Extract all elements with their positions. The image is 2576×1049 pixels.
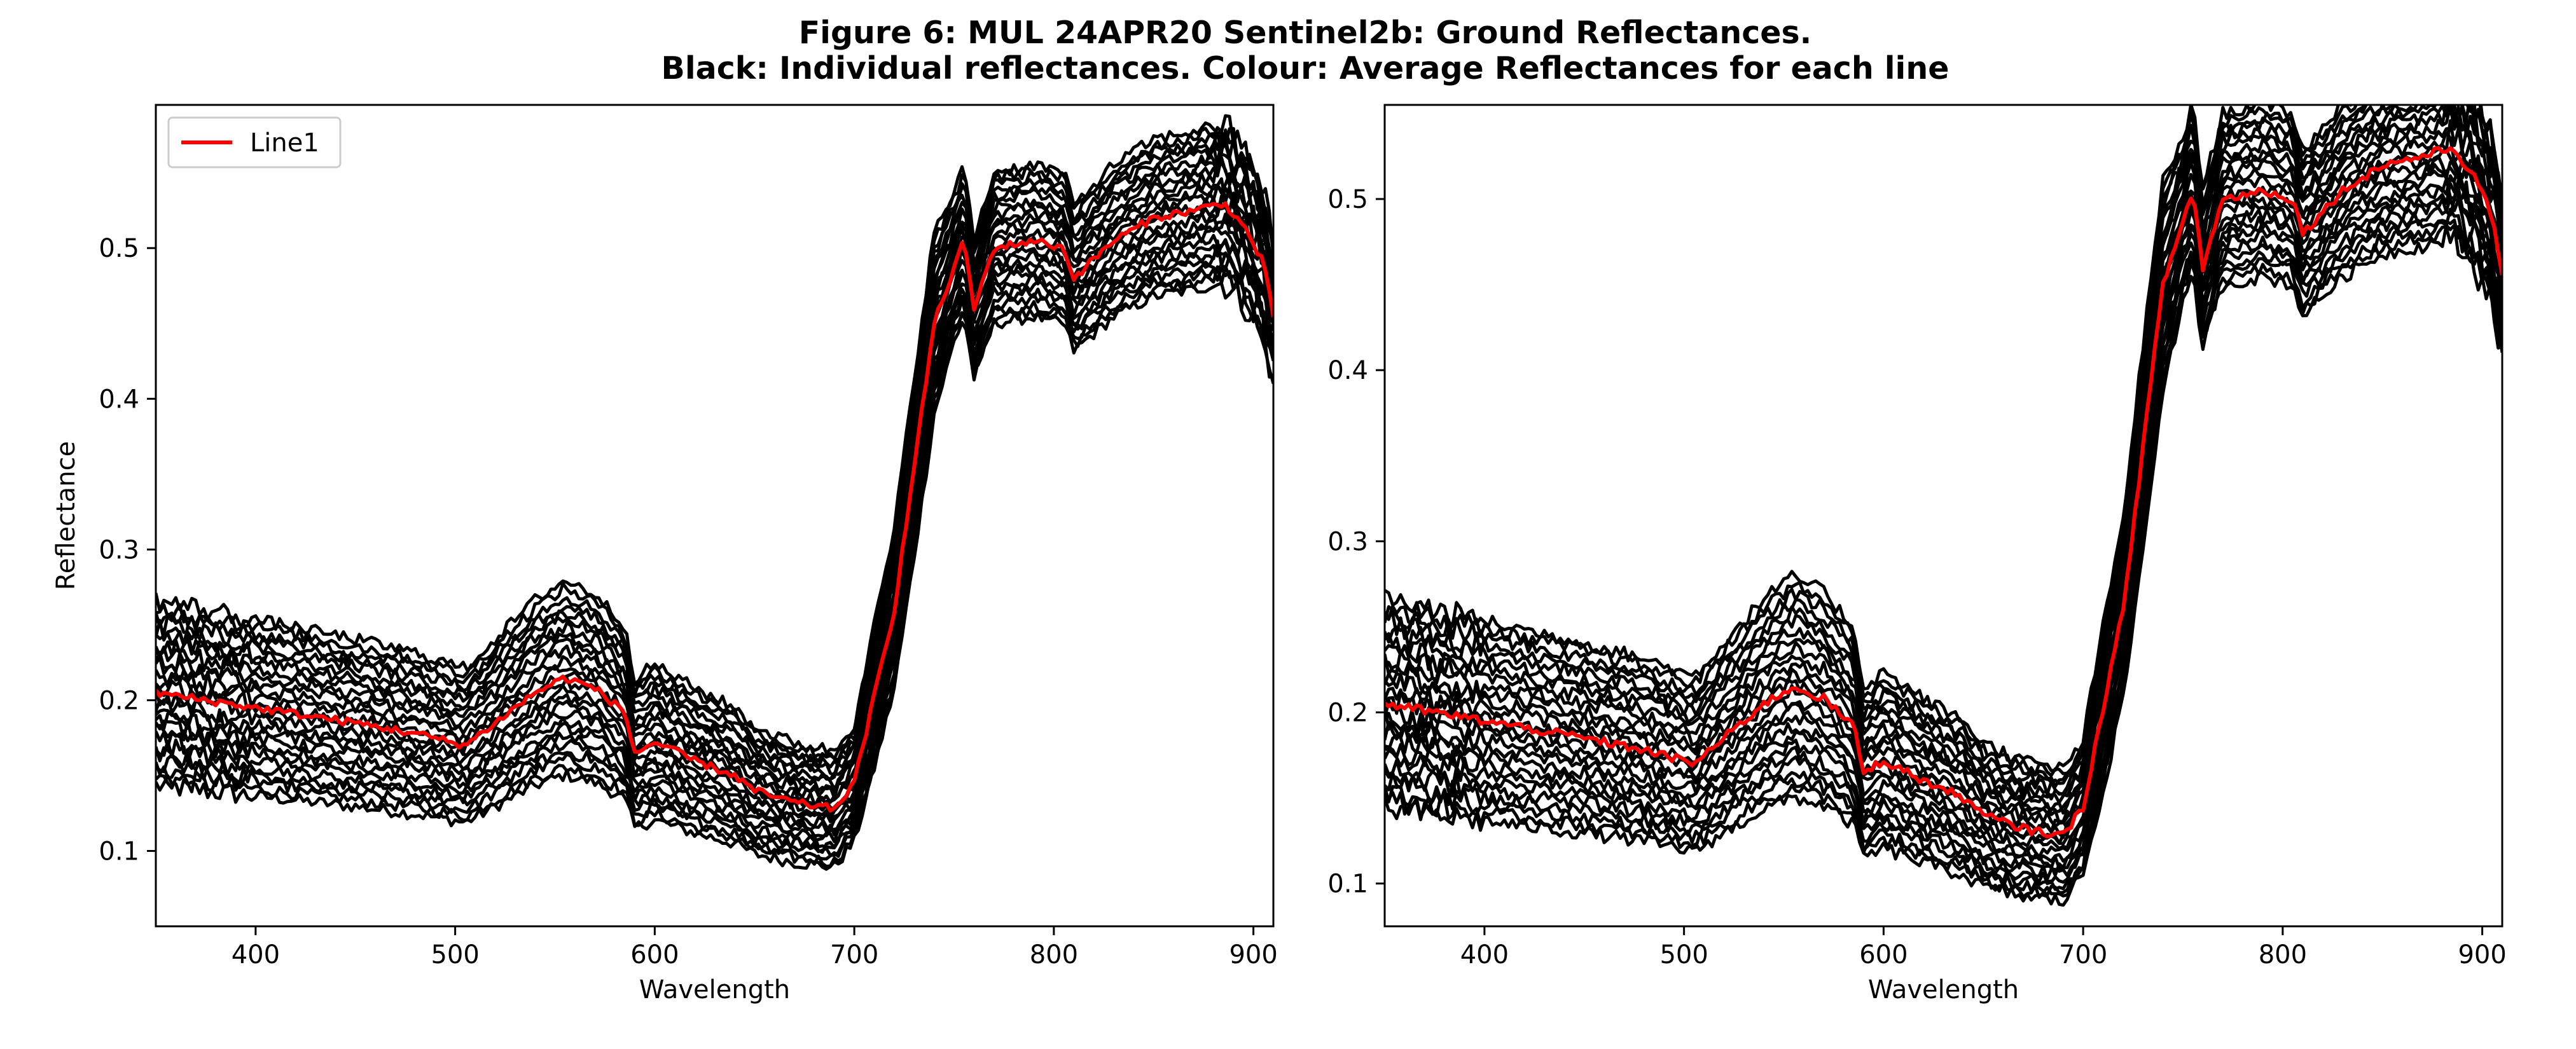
individual-reflectance-line [1385, 218, 2502, 891]
y-tick-label: 0.4 [99, 385, 139, 414]
axes-frame [1383, 104, 2503, 928]
x-tick-label: 400 [1460, 940, 1509, 970]
y-tick-label: 0.5 [99, 234, 139, 263]
individual-reflectance-line [1385, 177, 2502, 870]
individual-reflectance-line [1385, 105, 2502, 772]
individual-reflectance-line [156, 239, 1273, 849]
individual-reflectance-line [1385, 154, 2502, 846]
individual-reflectance-line [156, 282, 1273, 871]
x-tick-label: 600 [1859, 940, 1908, 970]
individual-reflectance-line [156, 114, 1273, 755]
individual-reflectance-line [1385, 182, 2502, 877]
individual-lines [1385, 105, 2502, 907]
legend: Line1 [167, 116, 342, 168]
individual-lines [156, 114, 1273, 871]
y-axis-label: Reflectance [52, 441, 81, 591]
individual-reflectance-line [156, 177, 1273, 804]
individual-reflectance-line [156, 199, 1273, 820]
legend-label: Line1 [250, 128, 319, 158]
x-axis-label: Wavelength [639, 975, 790, 1004]
individual-reflectance-line [156, 138, 1273, 777]
x-tick-label: 900 [1229, 940, 1277, 970]
y-tick-label: 0.2 [1327, 699, 1368, 728]
average-reflectance-line [156, 201, 1273, 813]
y-tick-label: 0.4 [1327, 356, 1368, 385]
x-tick-label: 500 [431, 940, 479, 970]
left-subplot: 400 500 600 700 800 900 0.1 0.2 0.3 0.4 0.5 Wavelen… [52, 104, 1278, 1004]
individual-reflectance-line [156, 131, 1273, 763]
individual-reflectance-line [156, 212, 1273, 823]
individual-reflectance-line [156, 128, 1273, 769]
y-tick-label: 0.3 [99, 535, 139, 565]
x-tick-label: 500 [1659, 940, 1708, 970]
x-tick-label: 400 [232, 940, 280, 970]
x-tick-label: 700 [2059, 940, 2107, 970]
individual-reflectance-line [1385, 207, 2502, 897]
figure-title-line2: Black: Individual reflectances. Colour: … [661, 50, 1949, 86]
y-tick-label: 0.3 [1327, 527, 1368, 556]
y-tick-label: 0.5 [1327, 185, 1368, 214]
x-tick-label: 900 [2458, 940, 2506, 970]
individual-reflectance-line [1385, 174, 2502, 863]
x-tick-label: 800 [2259, 940, 2307, 970]
individual-reflectance-line [1385, 197, 2502, 881]
y-tick-label: 0.2 [99, 686, 139, 715]
y-tick-label: 0.1 [99, 837, 139, 866]
legend-box [167, 116, 342, 168]
individual-reflectance-line [1385, 105, 2502, 816]
individual-reflectance-line [1385, 105, 2502, 815]
y-tick-label: 0.1 [1327, 870, 1368, 899]
individual-reflectance-line [156, 266, 1273, 861]
x-tick-label: 700 [830, 940, 878, 970]
axes-frame [155, 104, 1275, 928]
x-axis-label: Wavelength [1868, 975, 2019, 1004]
individual-reflectance-line [1385, 196, 2502, 886]
average-reflectance-line [1385, 146, 2502, 839]
individual-reflectance-line [156, 227, 1273, 837]
individual-reflectance-line [156, 220, 1273, 831]
figure-title-line1: Figure 6: MUL 24APR20 Sentinel2b: Ground… [799, 15, 1812, 51]
individual-reflectance-line [1385, 105, 2502, 796]
x-tick-label: 600 [630, 940, 679, 970]
right-subplot: 400 500 600 700 800 900 0.1 0.2 0.3 0.4 0.5 Wavelen… [1327, 104, 2507, 1004]
x-tick-label: 800 [1030, 940, 1078, 970]
individual-reflectance-line [156, 156, 1273, 791]
